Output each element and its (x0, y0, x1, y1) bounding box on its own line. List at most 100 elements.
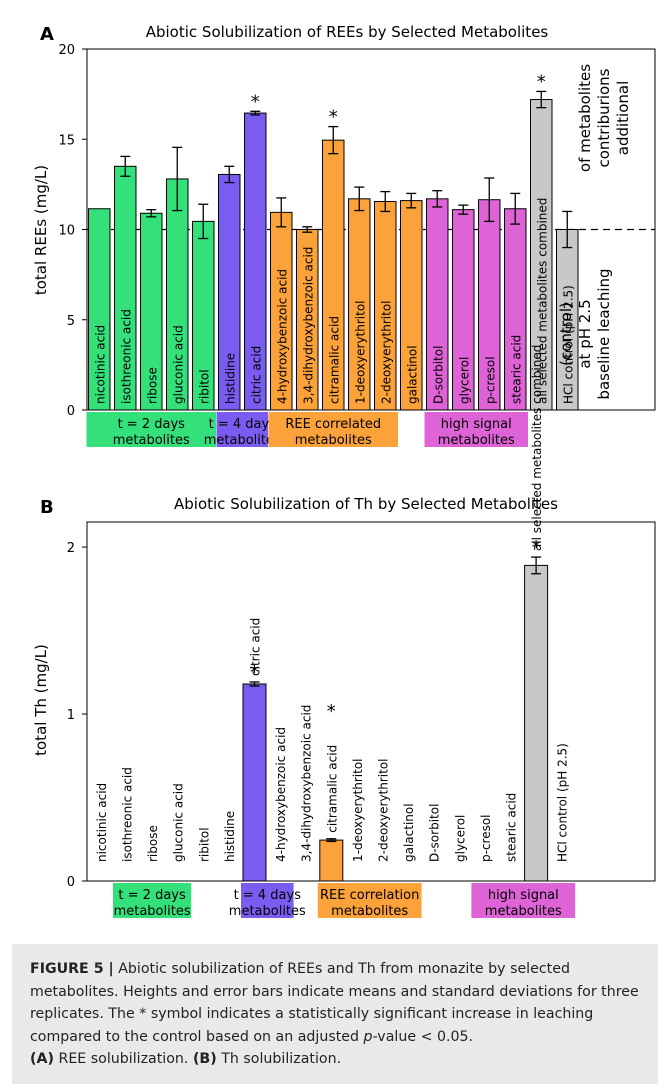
panel-a-category-label-8: 3,4-dihydroxybenzoic acid (301, 247, 315, 404)
panel-a-bar-0 (88, 208, 111, 411)
panel-a-ytick-label-1: 5 (67, 314, 75, 329)
caption-a-label: (A) (30, 1051, 54, 1067)
caption-b-label: (B) (192, 1051, 217, 1067)
panel-a-category-label-17: all selected metabolites combined (535, 198, 549, 404)
panel-b-letter: B (40, 497, 54, 518)
panel-b-category-label-0: nicotinic acid (95, 783, 109, 862)
panel-b-category-label-11: 2-deoxyerythritol (377, 758, 391, 862)
panel-a-group-box-3 (424, 412, 528, 447)
panel-a-group-label-1-1: metabolites (204, 433, 281, 448)
panel-b-category-label-9: citramalic acid (325, 745, 339, 833)
panel-b-bar-6 (242, 683, 267, 882)
panel-b-group-label-0-0: t = 2 days (118, 888, 186, 903)
caption-text: Abiotic solubilization of REEs and Th fr… (30, 961, 639, 1045)
panel-b-group-box-1 (241, 883, 294, 918)
figure-caption: FIGURE 5 | Abiotic solubilization of REE… (12, 944, 658, 1084)
panel-a-group-box-2 (268, 412, 398, 447)
panel-b-ytick-label-1: 1 (67, 708, 75, 723)
panel-a-side-note-1-1: at pH 2.5 (576, 299, 594, 368)
panel-b-category-label-14: glycerol (453, 815, 467, 862)
panel-a-side-note-0-2: of metabolites (576, 64, 594, 172)
panel-a-group-label-3-1: metabolites (438, 433, 515, 448)
panel-b-significance-17: * (532, 537, 541, 558)
panel-a-category-label-2: ribose (145, 367, 159, 404)
panel-b-category-label-10: 1-deoxyerythritol (351, 758, 365, 862)
panel-a-category-label-11: 2-deoxyerythritol (379, 300, 393, 404)
panel-b-bar-9 (319, 839, 344, 882)
panel-a-group-box-1 (216, 412, 268, 447)
panel-a-category-label-12: galactinol (405, 345, 419, 404)
panel-b-group-label-0-1: metabolites (114, 904, 191, 919)
panel-a-category-label-6: citric acid (249, 346, 263, 404)
panel-a-category-label-18: HCl control (pH 2.5) (561, 285, 575, 404)
panel-b-title: Abiotic Solubilization of Th by Selected… (174, 495, 558, 513)
panel-b-group-label-3-0: high signal (488, 888, 559, 903)
panel-b-plot-frame (86, 521, 656, 882)
panel-a-side-note-1-2: (control) (557, 302, 575, 366)
panel-a-category-label-4: ribitol (197, 369, 211, 404)
panel-a-group-label-1-0: t = 4 days (209, 417, 277, 432)
caption-panels: (A) REE solubilization. (B) Th solubiliz… (30, 1048, 644, 1071)
caption-p-symbol: p (363, 1028, 373, 1045)
panel-b-category-label-2: ribose (146, 825, 160, 862)
panel-b-category-label-3: gluconic acid (172, 783, 186, 862)
panel-b-significance-6: * (250, 662, 259, 683)
panel-a-group-label-3-0: high signal (441, 417, 512, 432)
panel-a-ytick-label-0: 0 (67, 404, 75, 419)
caption-a-text: REE solubilization. (53, 1051, 193, 1067)
panel-b-group-label-1-0: t = 4 days (234, 888, 302, 903)
panel-a-ytick-label-2: 10 (58, 224, 75, 239)
panel-b-category-label-6: citric acid (249, 618, 263, 676)
caption-text-end: -value < 0.05. (372, 1028, 474, 1045)
panel-a-title: Abiotic Solubilization of REEs by Select… (146, 23, 549, 41)
panel-b-category-label-8: 3,4-dihydroxybenzoic acid (300, 705, 314, 862)
panel-a-group-label-0-1: metabolites (113, 433, 190, 448)
panel-b-group-box-0 (113, 883, 192, 918)
panel-a-group-label-2-0: REE correlated (285, 417, 381, 432)
panel-b-group-box-3 (471, 883, 576, 918)
panel-b-category-label-18: HCl control (pH 2.5) (556, 743, 570, 862)
panel-a-category-label-9: citramalic acid (327, 316, 341, 404)
panel-b-ytick-label-2: 2 (67, 541, 75, 556)
panel-a-category-label-13: D-sorbitol (431, 346, 445, 404)
panel-a-side-note-0-1: contriburions (595, 68, 613, 167)
panel-b-category-label-17: all selected metabolites combined (530, 345, 544, 551)
panel-a-category-label-15: p-cresol (483, 356, 497, 404)
panel-a-category-label-16: stearic acid (509, 335, 523, 404)
panel-b-category-label-1: isothreonic acid (121, 767, 135, 862)
panel-b-bar-17 (524, 564, 549, 882)
panel-a-ytick-label-4: 20 (58, 43, 75, 58)
panel-a-ylabel: total REEs (mg/L) (32, 165, 50, 295)
figure-5-charts: A Abiotic Solubilization of REEs by Selec… (32, 23, 656, 919)
panel-a-group-label-0-0: t = 2 days (118, 417, 186, 432)
panel-a-significance-9: * (329, 107, 338, 128)
panel-b-group-label-3-1: metabolites (485, 904, 562, 919)
panel-a-category-label-3: gluconic acid (171, 325, 185, 404)
panel-a-significance-6: * (251, 91, 260, 112)
panel-b-category-label-4: ribitol (197, 827, 211, 862)
panel-b-category-label-12: galactinol (402, 803, 416, 862)
panel-a-ytick-label-3: 15 (58, 133, 75, 148)
caption-label: FIGURE 5 | (30, 961, 114, 977)
panel-b-group-box-2 (317, 883, 422, 918)
panel-a-group-label-2-1: metabolites (295, 433, 372, 448)
panel-a-letter: A (40, 24, 54, 45)
panel-a-side-note-1-0: baseline leaching (595, 268, 613, 399)
panel-b-category-label-16: stearic acid (505, 793, 519, 862)
panel-a-category-label-10: 1-deoxyerythritol (353, 300, 367, 404)
panel-a-category-label-5: histidine (223, 353, 237, 404)
panel-a-group-box-0 (86, 412, 216, 447)
panel-a-side-note-0-0: additional (614, 81, 632, 156)
panel-b-group-label-2-0: REE correlation (320, 888, 419, 903)
caption-b-text: Th solubilization. (216, 1051, 342, 1067)
panel-b-category-label-15: p-cresol (479, 814, 493, 862)
panel-a-category-label-0: nicotinic acid (93, 325, 107, 404)
panel-b-group-label-1-1: metabolites (229, 904, 306, 919)
panel-b-category-label-7: 4-hydroxybenzoic acid (274, 727, 288, 862)
panel-b-significance-9: * (327, 701, 336, 722)
panel-b-category-label-13: D-sorbitol (428, 804, 442, 862)
panel-a-category-label-7: 4-hydroxybenzoic acid (275, 269, 289, 404)
panel-a-category-label-1: isothreonic acid (119, 309, 133, 404)
panel-a-significance-17: * (537, 71, 546, 92)
panel-b-category-label-5: histidine (223, 811, 237, 862)
